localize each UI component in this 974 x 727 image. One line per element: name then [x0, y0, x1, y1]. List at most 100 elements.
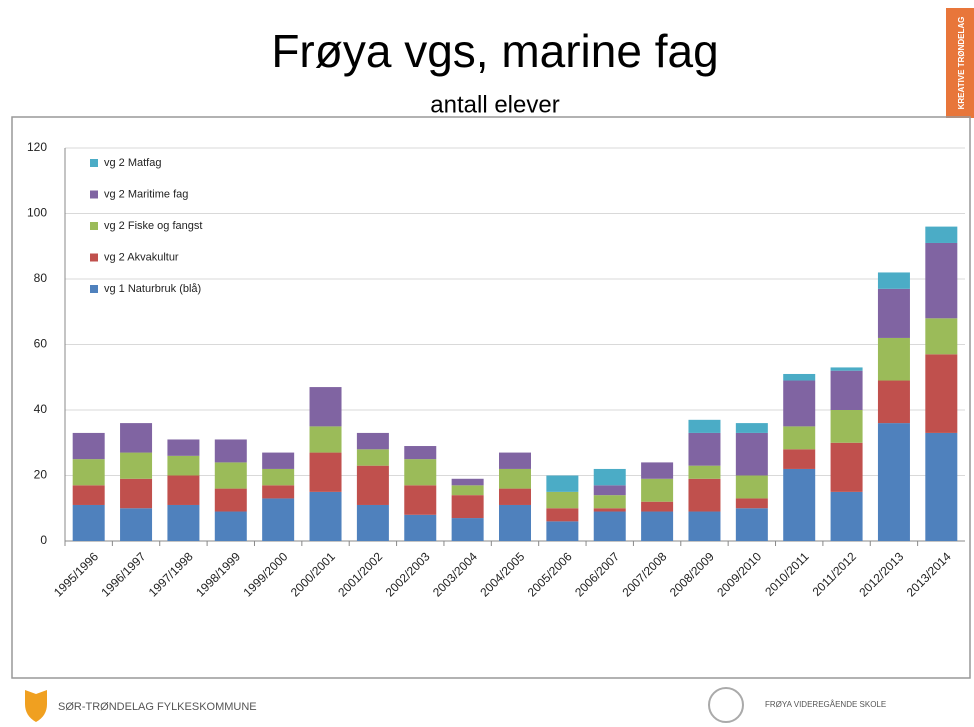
- x-tick-label: 2004/2005: [477, 549, 527, 599]
- legend-label: vg 2 Akvakultur: [104, 251, 179, 263]
- legend-label: vg 2 Matfag: [104, 157, 161, 169]
- slide-subtitle: antall elever: [430, 91, 559, 118]
- x-tick-label: 2010/2011: [762, 549, 812, 599]
- legend-label: vg 2 Maritime fag: [104, 188, 188, 200]
- y-tick-label: 60: [34, 337, 48, 351]
- bar-segment: [925, 432, 958, 541]
- bar-segment: [499, 488, 531, 505]
- bar-segment: [499, 504, 531, 541]
- x-tick-label: 2000/2001: [288, 549, 338, 599]
- bar-segment: [830, 370, 863, 410]
- x-tick-label: 2012/2013: [856, 549, 906, 599]
- bar-segment: [877, 288, 910, 338]
- x-tick-label: 1999/2000: [241, 549, 291, 599]
- bar-segment: [499, 468, 531, 489]
- bar-segment: [262, 468, 295, 486]
- y-tick-label: 100: [27, 206, 47, 220]
- bar-segment: [830, 367, 863, 371]
- bar-segment: [309, 426, 342, 453]
- bar-segment: [404, 514, 437, 541]
- county-logo: [25, 690, 47, 722]
- legend-swatch: [90, 190, 98, 199]
- y-tick-label: 20: [34, 468, 48, 482]
- y-tick-label: 120: [27, 140, 47, 154]
- bar-segment: [641, 462, 674, 479]
- bar-segment: [309, 452, 342, 492]
- bar-segment: [356, 432, 389, 450]
- bar-segment: [214, 488, 247, 512]
- bar-segment: [783, 373, 816, 381]
- bar-segment: [735, 423, 768, 433]
- bar-segment: [546, 508, 579, 522]
- legend-label: vg 2 Fiske og fangst: [104, 220, 202, 232]
- bar-segment: [877, 380, 910, 424]
- x-tick-label: 1996/1997: [98, 549, 148, 599]
- side-tab-text: KREATIVE TRØNDELAG: [957, 17, 966, 110]
- bar-segment: [593, 468, 626, 486]
- y-tick-label: 0: [40, 533, 47, 547]
- bar-segment: [120, 508, 153, 541]
- bar-segment: [688, 511, 721, 541]
- bar-segment: [214, 439, 247, 463]
- bar-segment: [72, 504, 105, 541]
- bar-segment: [641, 478, 674, 502]
- legend-label: vg 1 Naturbruk (blå): [104, 283, 201, 295]
- side-tab: [946, 8, 974, 118]
- bar-segment: [593, 485, 626, 496]
- bar-segment: [735, 498, 768, 509]
- bar-segment: [356, 504, 389, 541]
- bar-segment: [404, 485, 437, 515]
- x-tick-label: 1997/1998: [146, 549, 196, 599]
- plot: 0 20 40 60 80 100 120 1995/19961996/19971997/19…: [27, 140, 965, 599]
- x-tick-label: 1998/1999: [193, 549, 243, 599]
- bar-segment: [120, 452, 153, 479]
- legend-swatch: [90, 159, 98, 167]
- bar-segment: [830, 491, 863, 541]
- bar-segment: [451, 518, 484, 541]
- bar-segment: [925, 354, 958, 433]
- bar-segment: [877, 272, 910, 289]
- bar-segment: [167, 439, 200, 456]
- bar-segment: [262, 452, 295, 469]
- bar-segment: [72, 485, 105, 505]
- bar-segment: [404, 459, 437, 486]
- x-tick-label: 2013/2014: [904, 549, 954, 599]
- footer-left: SØR-TRØNDELAG FYLKESKOMMUNE: [58, 701, 257, 713]
- school-logo: [708, 687, 744, 723]
- bar-segment: [167, 455, 200, 476]
- bar-segment: [783, 426, 816, 450]
- bar-segment: [593, 495, 626, 509]
- bar-segment: [641, 511, 674, 541]
- bar-segment: [262, 498, 295, 541]
- bar-segment: [925, 318, 958, 355]
- bar-segment: [783, 380, 816, 427]
- bar-segment: [688, 419, 721, 433]
- bar-segment: [735, 432, 768, 476]
- bar-segment: [499, 452, 531, 469]
- x-tick-label: 2003/2004: [430, 549, 480, 599]
- bar-segment: [593, 511, 626, 541]
- bar-segment: [214, 462, 247, 489]
- x-tick-label: 2008/2009: [667, 549, 717, 599]
- chart-frame: [11, 116, 971, 679]
- legend-swatch: [90, 253, 98, 262]
- x-tick-label: 2007/2008: [619, 549, 669, 599]
- bar-segment: [309, 387, 342, 427]
- y-tick-label: 80: [34, 271, 48, 285]
- bar-segment: [451, 485, 484, 496]
- x-tick-label: 2011/2012: [810, 549, 860, 599]
- bar-segment: [688, 478, 721, 512]
- bar-segment: [546, 521, 579, 541]
- x-tick-label: 2009/2010: [714, 549, 764, 599]
- x-tick-label: 2002/2003: [383, 549, 433, 599]
- bar-segment: [783, 468, 816, 541]
- bar-segment: [925, 242, 958, 319]
- bar-segment: [356, 465, 389, 505]
- bar-segment: [925, 226, 958, 243]
- bar-segment: [783, 449, 816, 469]
- bar-segment: [688, 465, 721, 479]
- bar-segment: [72, 459, 105, 486]
- bar-segment: [877, 423, 910, 541]
- bar-segment: [167, 475, 200, 505]
